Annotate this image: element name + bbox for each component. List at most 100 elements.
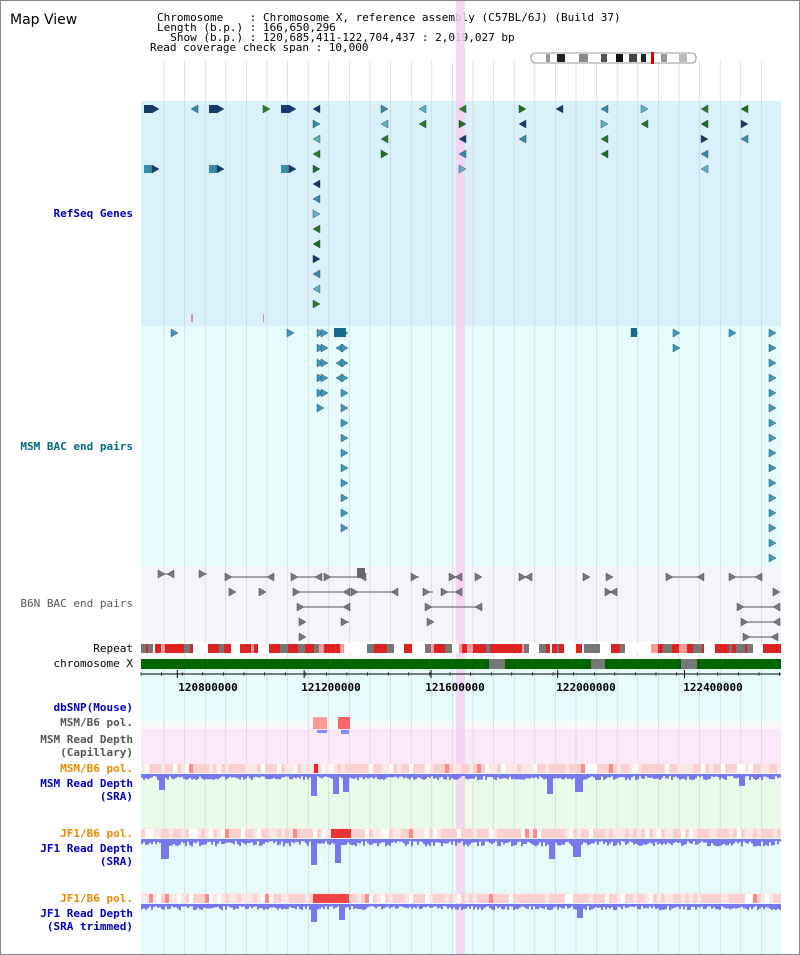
msm-b6-pol-label-2[interactable]: MSM/B6 pol. bbox=[60, 762, 133, 775]
msm-depth-bar bbox=[405, 774, 407, 778]
jf1-depth-bar bbox=[693, 839, 695, 842]
msm-pol-cell bbox=[693, 764, 697, 773]
jf1-depth-bar bbox=[631, 839, 633, 843]
msm-pol-cell bbox=[661, 764, 665, 773]
jf1-pol2-cell bbox=[273, 894, 277, 903]
jf1-pol-cell bbox=[649, 829, 653, 838]
jf1-depth-bar bbox=[677, 839, 679, 843]
jf1-trim-depth-bar bbox=[361, 904, 363, 910]
jf1-trim-depth-bar bbox=[675, 904, 677, 908]
jf1-depth-bar bbox=[157, 839, 159, 843]
msm-bac-label[interactable]: MSM BAC end pairs bbox=[20, 440, 133, 453]
msm-pol-cell bbox=[521, 764, 525, 773]
msm-pol-cell bbox=[621, 764, 625, 773]
msm-depth-bar bbox=[189, 774, 191, 778]
ideogram bbox=[531, 53, 696, 63]
msm-depth-bar bbox=[541, 774, 543, 778]
jf1-pol2-cell bbox=[277, 894, 281, 903]
msm-depth-bar bbox=[483, 774, 485, 777]
jf1-depth-bar bbox=[277, 839, 279, 846]
jf1-depth-bar bbox=[767, 839, 769, 846]
jf1-depth-bar bbox=[621, 839, 623, 842]
jf1-pol-cell bbox=[213, 829, 217, 838]
msm-depth-bar bbox=[381, 774, 383, 780]
msm-b6-pol-label-1[interactable]: MSM/B6 pol. bbox=[60, 716, 133, 729]
msm-depth-bar bbox=[651, 774, 653, 778]
jf1-depth-bar bbox=[739, 839, 741, 843]
dbsnp-label[interactable]: dbSNP(Mouse) bbox=[53, 701, 133, 714]
jf1-depth-bar bbox=[519, 839, 521, 842]
jf1-b6-pol-label-1[interactable]: JF1/B6 pol. bbox=[60, 827, 133, 840]
jf1-pol-cell bbox=[561, 829, 565, 838]
msm-bac-end bbox=[340, 418, 349, 428]
jf1-pol-cell bbox=[405, 829, 409, 838]
repeat-block bbox=[141, 644, 146, 653]
msm-pol-cell bbox=[333, 764, 337, 773]
msm-bac-end bbox=[768, 358, 777, 368]
jf1-pol2-cell bbox=[153, 894, 157, 903]
msm-depth-sra-label[interactable]: MSM Read Depth bbox=[40, 777, 133, 790]
jf1-pol-cell bbox=[617, 829, 621, 838]
jf1-pol2-cell bbox=[713, 894, 717, 903]
jf1-trim-depth-bar bbox=[465, 904, 467, 909]
jf1-trim-depth-bar bbox=[689, 904, 691, 910]
msm-depth-bar bbox=[549, 774, 551, 794]
msm-depth-bar bbox=[657, 774, 659, 779]
jf1-pol2-cell bbox=[173, 894, 177, 903]
msm-depth-bar bbox=[437, 774, 439, 780]
jf1-b6-pol-label-2[interactable]: JF1/B6 pol. bbox=[60, 892, 133, 905]
msm-depth-bar bbox=[167, 774, 169, 780]
msm-depth-bar bbox=[699, 774, 701, 778]
jf1-trim-depth-bar bbox=[303, 904, 305, 907]
msm-depth-bar bbox=[551, 774, 553, 794]
jf1-depth-bar bbox=[353, 839, 355, 845]
jf1-pol2-cell bbox=[429, 894, 433, 903]
b6n-bac-label[interactable]: B6N BAC end pairs bbox=[20, 597, 133, 610]
jf1-depth-bar bbox=[507, 839, 509, 843]
jf1-pol-cell bbox=[201, 829, 205, 838]
jf1-pol2-cell bbox=[665, 894, 669, 903]
jf1-trim-depth-bar bbox=[711, 904, 713, 909]
msm-depth-bar bbox=[567, 774, 569, 779]
jf1-trim-depth-bar bbox=[187, 904, 189, 909]
repeat-block bbox=[736, 644, 745, 653]
jf1-depth-bar bbox=[515, 839, 517, 846]
jf1-depth-bar bbox=[247, 839, 249, 843]
msm-depth-bar bbox=[595, 774, 597, 780]
msm-depth-capillary-label[interactable]: MSM Read Depth bbox=[40, 733, 133, 746]
msm-depth-bar bbox=[673, 774, 675, 778]
jf1-trim-depth-bar bbox=[329, 904, 331, 907]
jf1-depth-bar bbox=[561, 839, 563, 845]
b6n-bac-end bbox=[605, 572, 614, 582]
jf1-pol2-cell bbox=[257, 894, 261, 903]
msm-depth-bar bbox=[669, 774, 671, 777]
b6n-bac-end bbox=[424, 602, 433, 612]
msm-bac-end bbox=[340, 463, 349, 473]
jf1-trim-depth-bar bbox=[265, 904, 267, 909]
jf1-depth-bar bbox=[303, 839, 305, 842]
jf1-pol-cell bbox=[765, 829, 769, 838]
jf1-trim-depth-bar bbox=[659, 904, 661, 911]
jf1-pol2-cell bbox=[697, 894, 701, 903]
jf1-depth-bar bbox=[343, 839, 345, 845]
msm-depth-bar bbox=[439, 774, 441, 778]
msm-depth-bar bbox=[471, 774, 473, 779]
jf1-trim-depth-bar bbox=[519, 904, 521, 908]
repeat-block bbox=[539, 644, 546, 653]
jf1-pol2-cell bbox=[737, 894, 741, 903]
jf1-depth-bar bbox=[437, 839, 439, 843]
chromosome-gap bbox=[681, 659, 697, 669]
msm-depth-bar bbox=[559, 774, 561, 778]
jf1-depth-bar bbox=[367, 839, 369, 844]
jf1-depth-bar bbox=[345, 839, 347, 845]
refseq-genes-label[interactable]: RefSeq Genes bbox=[53, 207, 133, 220]
jf1-depth-trim-label[interactable]: JF1 Read Depth bbox=[40, 907, 133, 920]
jf1-trim-depth-bar bbox=[147, 904, 149, 909]
jf1-depth-bar bbox=[565, 839, 567, 843]
jf1-depth-bar bbox=[429, 839, 431, 847]
jf1-depth-sra-label[interactable]: JF1 Read Depth bbox=[40, 842, 133, 855]
msm-depth-bar bbox=[165, 774, 167, 779]
jf1-pol2-cell bbox=[309, 894, 313, 903]
jf1-trim-depth-bar bbox=[401, 904, 403, 907]
